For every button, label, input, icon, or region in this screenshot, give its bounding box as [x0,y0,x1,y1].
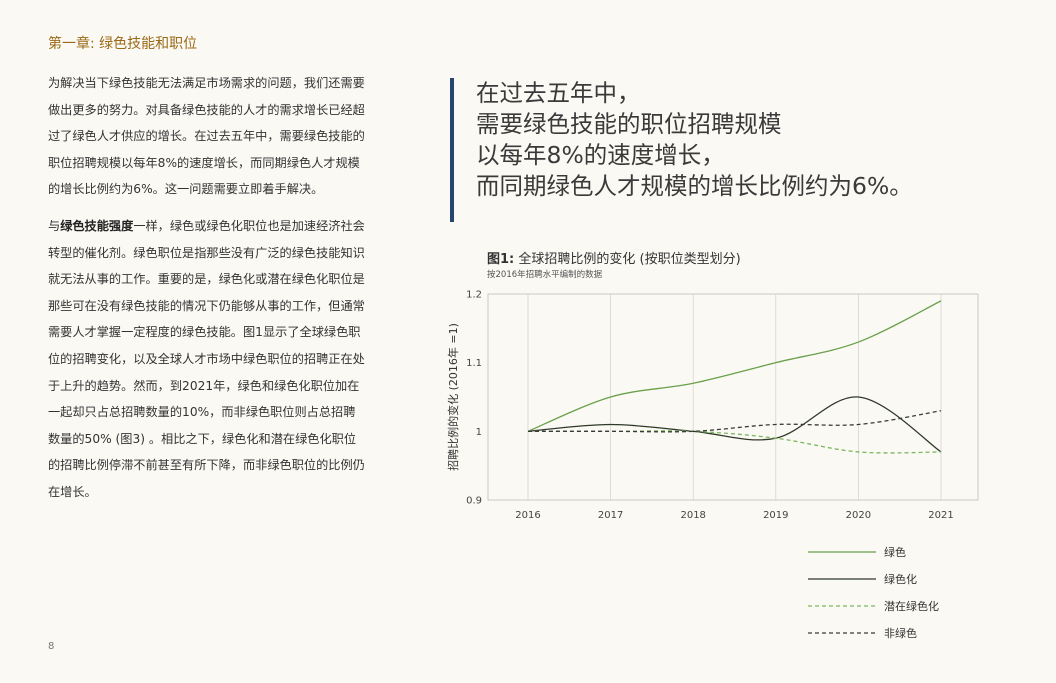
y-axis-label: 招聘比例的变化 (2016年 =1) [446,323,460,471]
figure-number: 图1: [487,252,515,267]
chapter-title: 第一章: 绿色技能和职位 [48,36,198,52]
y-tick-label: 1.1 [466,358,482,369]
legend-item: 绿色 [808,538,939,565]
pull-quote-line: 而同期绿色人才规模的增长比例约为6%。 [476,172,913,200]
x-tick-label: 2020 [846,510,871,521]
pull-quote-line: 需要绿色技能的职位招聘规模 [476,110,782,138]
pull-quote: 在过去五年中， 需要绿色技能的职位招聘规模 以每年8%的速度增长， 而同期绿色人… [450,78,913,222]
legend-item: 潜在绿色化 [808,592,939,619]
chart-legend: 绿色 绿色化 潜在绿色化 非绿色 [808,538,939,646]
x-tick-label: 2021 [928,510,953,521]
series-line [527,396,942,453]
paragraph-1: 为解决当下绿色技能无法满足市场需求的问题，我们还需要做出更多的努力。对具备绿色技… [48,76,365,197]
series-line [527,300,942,432]
legend-item: 非绿色 [808,619,939,646]
series-line [528,410,942,433]
figure-title-text: 全球招聘比例的变化 (按职位类型划分) [518,252,741,267]
figure-subtitle: 按2016年招聘水平编制的数据 [487,270,603,280]
green-skill-intensity-term: 绿色技能强度 [60,218,134,233]
paragraph-2-rest: 一样，绿色或绿色化职位也是加速经济社会转型的催化剂。绿色职位是指那些没有广泛的绿… [48,218,365,499]
paragraph-2: 与绿色技能强度一样，绿色或绿色化职位也是加速经济社会转型的催化剂。绿色职位是指那… [48,213,366,506]
legend-item: 绿色化 [808,565,939,592]
x-tick-label: 2018 [680,510,705,521]
y-tick-label: 1 [476,427,482,438]
page-number: 8 [48,641,55,652]
x-tick-label: 2017 [598,510,623,521]
legend-label: 潜在绿色化 [884,599,939,613]
legend-label: 非绿色 [884,626,917,640]
x-tick-label: 2016 [515,510,540,521]
pull-quote-line: 以每年8%的速度增长， [476,141,725,169]
legend-label: 绿色 [884,545,906,559]
x-tick-label: 2019 [763,510,788,521]
line-chart: 1.2 1.1 1 0.9 2016 2017 2018 2019 2020 2021 招聘比例的变… [446,290,979,521]
y-tick-label: 1.2 [466,290,482,301]
plot-frame [487,293,979,501]
paragraph-2-lead: 与 [48,218,61,233]
pull-quote-line: 在过去五年中， [476,79,641,107]
legend-label: 绿色化 [884,572,917,586]
y-tick-label: 0.9 [466,496,482,507]
series-line [528,430,942,454]
figure-title: 图1: 全球招聘比例的变化 (按职位类型划分) [487,248,741,267]
body-text: 为解决当下绿色技能无法满足市场需求的问题，我们还需要做出更多的努力。对具备绿色技… [48,70,366,516]
